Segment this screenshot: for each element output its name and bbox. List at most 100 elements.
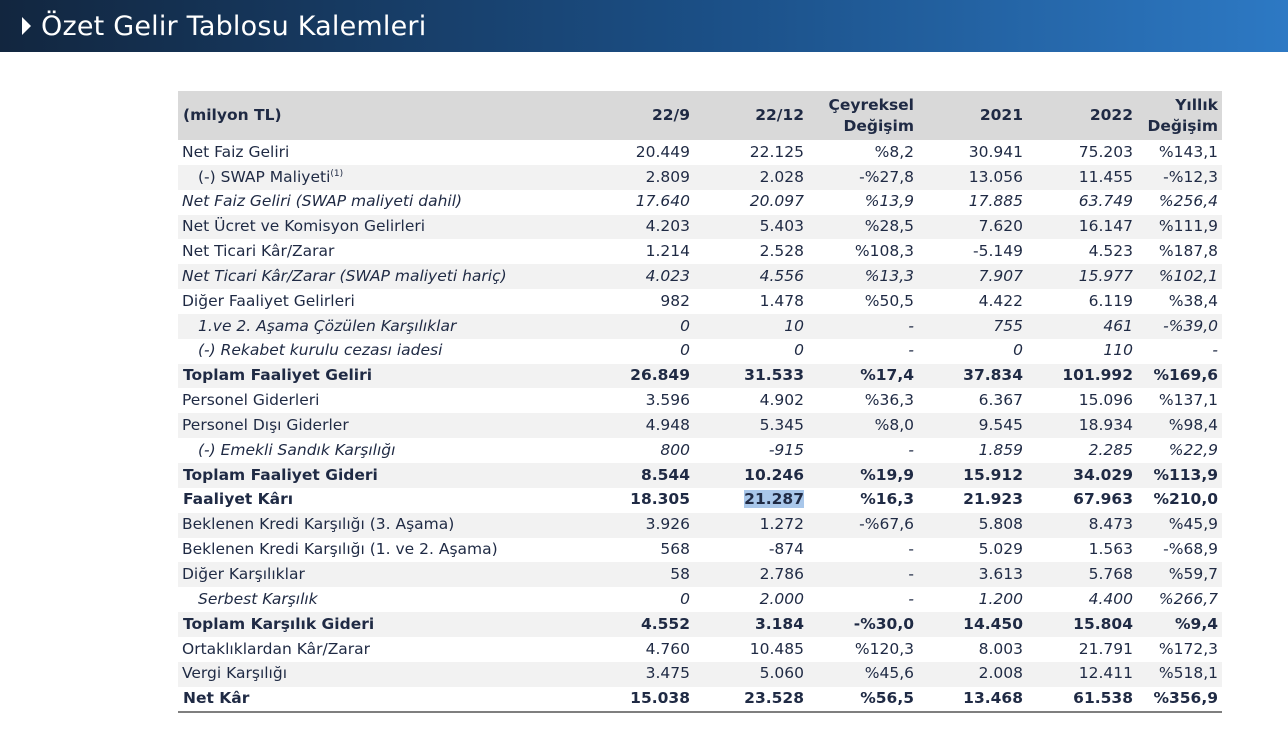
cell-quarterly-change: %108,3 [808,239,918,265]
cell-22-9: 0 [599,587,694,613]
cell-quarterly-change: %8,2 [808,140,918,165]
cell-quarterly-change: - [808,313,918,339]
cell-quarterly-change: %36,3 [808,388,918,414]
cell-annual-change: %98,4 [1137,413,1222,439]
row-label-text: (-) SWAP Maliyeti [198,167,331,186]
row-label: Vergi Karşılığı [178,661,599,687]
cell-2021: 8.003 [918,636,1027,662]
row-label: (-) Emekli Sandık Karşılığı [178,438,599,463]
cell-22-12: 0 [694,338,808,364]
table-row: Net Ücret ve Komisyon Gelirleri 4.203 5.… [178,214,1222,240]
table-row: Toplam Faaliyet Gideri 8.544 10.246 %19,… [178,462,1222,488]
cell-22-12: 2.000 [694,587,808,613]
cell-quarterly-change: - [808,587,918,613]
cell-2022: 18.934 [1027,413,1137,439]
cell-22-9: 800 [599,438,694,463]
row-label: (-) SWAP Maliyeti(1) [178,164,599,190]
table-row: Beklenen Kredi Karşılığı (1. ve 2. Aşama… [178,537,1222,563]
row-label: Toplam Faaliyet Geliri [178,363,599,389]
cell-22-9: 18.305 [599,487,694,513]
cell-22-12: 2.028 [694,164,808,190]
cell-quarterly-change: - [808,562,918,588]
cell-22-12: 5.403 [694,214,808,240]
row-label: Faaliyet Kârı [178,487,599,513]
table-row: Personel Giderleri 3.596 4.902 %36,3 6.3… [178,388,1222,414]
cell-22-12: 1.272 [694,512,808,538]
triangle-bullet-icon [22,17,31,35]
cell-annual-change: %59,7 [1137,562,1222,588]
cell-22-9: 3.926 [599,512,694,538]
cell-22-9: 3.475 [599,661,694,687]
cell-2022: 63.749 [1027,189,1137,215]
table-row: Vergi Karşılığı 3.475 5.060 %45,6 2.008 … [178,661,1222,687]
cell-2021: 30.941 [918,140,1027,165]
cell-2022: 67.963 [1027,487,1137,513]
row-label: Personel Dışı Giderler [178,413,599,439]
row-label: Diğer Karşılıklar [178,562,599,588]
cell-22-12: 23.528 [694,686,808,714]
cell-2021: 1.200 [918,587,1027,613]
column-header-annual-change-line1: Yıllık [1175,95,1218,114]
cell-2022: 16.147 [1027,214,1137,240]
cell-annual-change: -%39,0 [1137,313,1222,339]
cell-22-12: 10.246 [694,462,808,488]
table-row: Ortaklıklardan Kâr/Zarar 4.760 10.485 %1… [178,636,1222,662]
cell-2022: 2.285 [1027,438,1137,463]
cell-2022: 101.992 [1027,363,1137,389]
cell-2022: 4.523 [1027,239,1137,265]
cell-annual-change: %102,1 [1137,264,1222,290]
cell-2022: 4.400 [1027,587,1137,613]
selected-text-highlight[interactable]: 21.287 [744,490,804,509]
cell-2022: 12.411 [1027,661,1137,687]
cell-2021: 755 [918,313,1027,339]
footnote-marker: (1) [330,168,344,179]
table-row: Diğer Karşılıklar 58 2.786 - 3.613 5.768… [178,562,1222,588]
cell-22-9: 4.948 [599,413,694,439]
cell-22-9: 568 [599,537,694,563]
cell-22-12: 5.060 [694,661,808,687]
cell-2021: 15.912 [918,462,1027,488]
cell-2021: 7.907 [918,264,1027,290]
table-row: (-) SWAP Maliyeti(1) 2.809 2.028 -%27,8 … [178,164,1222,190]
row-label: Net Ücret ve Komisyon Gelirleri [178,214,599,240]
cell-2022: 15.096 [1027,388,1137,414]
table-row: 1.ve 2. Aşama Çözülen Karşılıklar 0 10 -… [178,313,1222,339]
page-title: Özet Gelir Tablosu Kalemleri [41,10,427,42]
cell-annual-change: - [1137,338,1222,364]
cell-22-12: 31.533 [694,363,808,389]
row-label: Net Ticari Kâr/Zarar (SWAP maliyeti hari… [178,264,599,290]
cell-2021: 14.450 [918,612,1027,637]
table-row: Net Ticari Kâr/Zarar (SWAP maliyeti hari… [178,264,1222,290]
cell-annual-change: %111,9 [1137,214,1222,240]
row-label: Beklenen Kredi Karşılığı (3. Aşama) [178,512,599,538]
column-header-annual-change: Yıllık Değişim [1137,91,1222,140]
cell-22-12: 4.556 [694,264,808,290]
cell-22-9: 4.760 [599,636,694,662]
cell-22-12: 5.345 [694,413,808,439]
cell-quarterly-change: - [808,438,918,463]
table-row: Serbest Karşılık 0 2.000 - 1.200 4.400 %… [178,587,1222,613]
cell-quarterly-change: %16,3 [808,487,918,513]
cell-quarterly-change: %17,4 [808,363,918,389]
cell-annual-change: %256,4 [1137,189,1222,215]
column-header-annual-change-line2: Değişim [1147,116,1218,135]
table-row: Toplam Karşılık Gideri 4.552 3.184 -%30,… [178,612,1222,637]
cell-22-9: 3.596 [599,388,694,414]
cell-2021: 5.808 [918,512,1027,538]
cell-22-12: -915 [694,438,808,463]
cell-22-9: 0 [599,338,694,364]
title-banner: Özet Gelir Tablosu Kalemleri [0,0,1288,52]
cell-22-9: 8.544 [599,462,694,488]
cell-22-12: 2.786 [694,562,808,588]
cell-quarterly-change: %56,5 [808,686,918,714]
cell-22-12: 4.902 [694,388,808,414]
cell-2021: 4.422 [918,289,1027,314]
cell-22-9: 2.809 [599,164,694,190]
row-label: Net Faiz Geliri (SWAP maliyeti dahil) [178,189,599,215]
cell-2021: 21.923 [918,487,1027,513]
cell-2021: 3.613 [918,562,1027,588]
column-header-2021: 2021 [918,91,1027,140]
cell-2022: 11.455 [1027,164,1137,190]
cell-2022: 34.029 [1027,462,1137,488]
cell-22-12[interactable]: 21.287 [694,487,808,513]
